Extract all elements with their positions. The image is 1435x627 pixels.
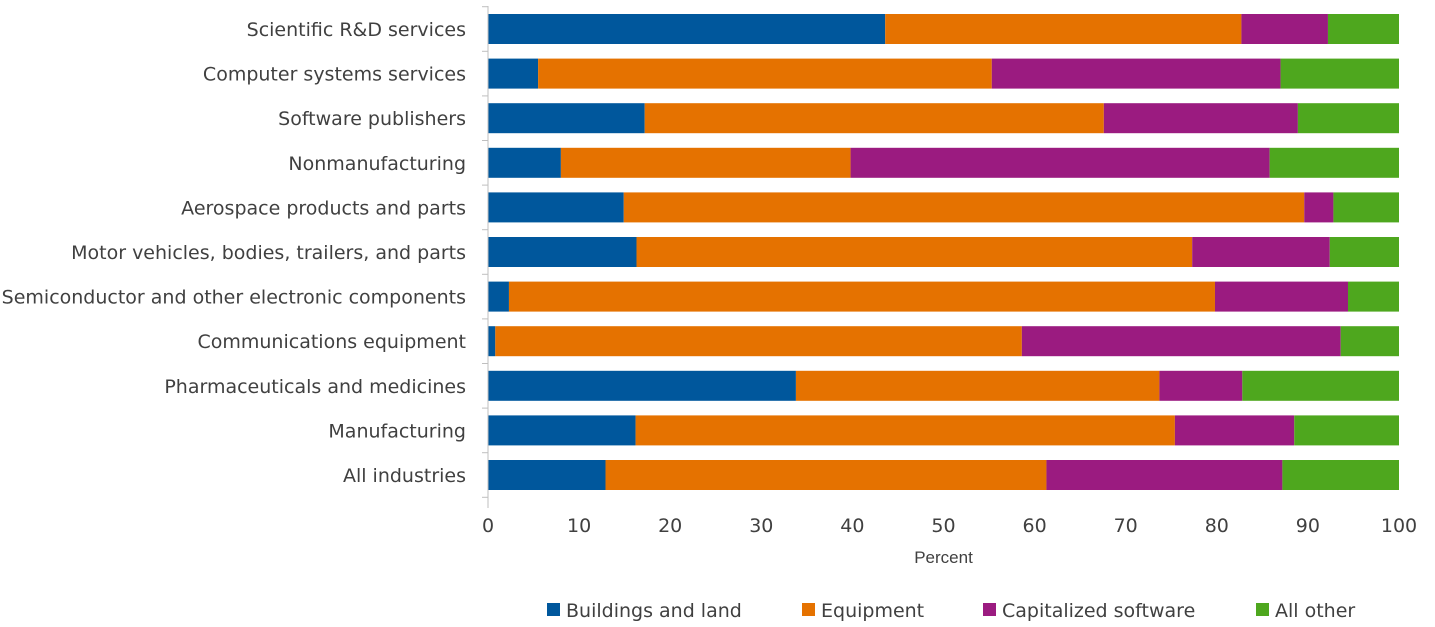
bar-segment xyxy=(850,147,1270,178)
category-label: Manufacturing xyxy=(328,420,466,442)
bar-segment xyxy=(1103,103,1298,134)
bar-segment xyxy=(488,14,886,44)
category-label: Nonmanufacturing xyxy=(288,153,466,175)
category-label: Software publishers xyxy=(278,108,466,130)
legend: Buildings and land Equipment Capitalized s… xyxy=(547,600,1355,622)
x-tick-label: 0 xyxy=(482,515,494,537)
bar-segment xyxy=(488,103,645,134)
legend-swatch xyxy=(1256,603,1269,616)
category-label: Semiconductor and other electronic compo… xyxy=(2,287,466,309)
category-label: Aerospace products and parts xyxy=(181,197,466,219)
bar-segment xyxy=(1340,326,1399,357)
bar-segment xyxy=(1242,370,1399,401)
x-tick-label: 60 xyxy=(1023,515,1047,537)
legend-label: Capitalized software xyxy=(1002,600,1195,622)
category-label: Communications equipment xyxy=(197,331,466,353)
bar-segment xyxy=(508,281,1215,312)
x-tick-label: 90 xyxy=(1296,515,1320,537)
bar-segment xyxy=(488,192,624,223)
bar-segment xyxy=(1327,14,1399,44)
bar-segment xyxy=(488,460,606,490)
bar-segment xyxy=(488,237,637,267)
bar-segment xyxy=(488,326,496,357)
bar-segment xyxy=(605,460,1047,490)
bar-segment xyxy=(1159,370,1243,401)
bar-segment xyxy=(1214,281,1348,312)
legend-swatch xyxy=(983,603,996,616)
legend-label: Buildings and land xyxy=(566,600,742,622)
bar-segment xyxy=(488,58,539,89)
bar-segment xyxy=(488,415,636,446)
legend-swatch xyxy=(547,603,560,616)
legend-label: Equipment xyxy=(821,600,924,622)
category-label: All industries xyxy=(343,465,466,487)
category-labels: Scientific R&D services Computer systems … xyxy=(2,19,466,487)
bar-segment xyxy=(1329,237,1399,267)
bar-segment xyxy=(1294,415,1399,446)
legend-label: All other xyxy=(1275,600,1355,622)
bar-segment xyxy=(623,192,1305,223)
x-tick-label: 30 xyxy=(749,515,773,537)
bar-segment xyxy=(488,370,796,401)
bar-segment xyxy=(1046,460,1283,490)
bar-segment xyxy=(1174,415,1295,446)
bar-segment xyxy=(644,103,1104,134)
x-tick-label: 50 xyxy=(931,515,955,537)
bar-segment xyxy=(1192,237,1330,267)
x-tick-label: 10 xyxy=(567,515,591,537)
x-tick-label: 80 xyxy=(1205,515,1229,537)
bar-segment xyxy=(1021,326,1341,357)
bar-segment xyxy=(885,14,1242,44)
bar-segment xyxy=(495,326,1022,357)
bar-segment xyxy=(636,237,1193,267)
x-axis: 0 10 20 30 40 50 60 70 80 90 100 xyxy=(482,6,1417,537)
bar-segment xyxy=(1297,103,1399,134)
bar-segment xyxy=(795,370,1160,401)
bar-segment xyxy=(635,415,1175,446)
x-tick-label: 100 xyxy=(1381,515,1417,537)
category-label: Computer systems services xyxy=(203,64,466,86)
x-axis-title: Percent xyxy=(914,548,973,567)
bar-segment xyxy=(488,147,561,178)
bar-segment xyxy=(991,58,1281,89)
bar-segment xyxy=(1269,147,1399,178)
x-tick-label: 70 xyxy=(1114,515,1138,537)
bar-segment xyxy=(1333,192,1399,223)
legend-swatch xyxy=(802,603,815,616)
x-tick-label: 40 xyxy=(840,515,864,537)
bar-segment xyxy=(488,281,509,312)
x-tick-label: 20 xyxy=(658,515,682,537)
bar-segment xyxy=(538,58,992,89)
bar-segment xyxy=(1304,192,1334,223)
bars-group xyxy=(488,14,1399,490)
category-label: Pharmaceuticals and medicines xyxy=(164,376,466,398)
bar-segment xyxy=(1241,14,1328,44)
category-label: Scientific R&D services xyxy=(247,19,466,41)
bar-segment xyxy=(1280,58,1399,89)
bar-segment xyxy=(1282,460,1399,490)
category-label: Motor vehicles, bodies, trailers, and pa… xyxy=(71,242,466,264)
bar-segment xyxy=(1347,281,1399,312)
bar-segment xyxy=(560,147,851,178)
